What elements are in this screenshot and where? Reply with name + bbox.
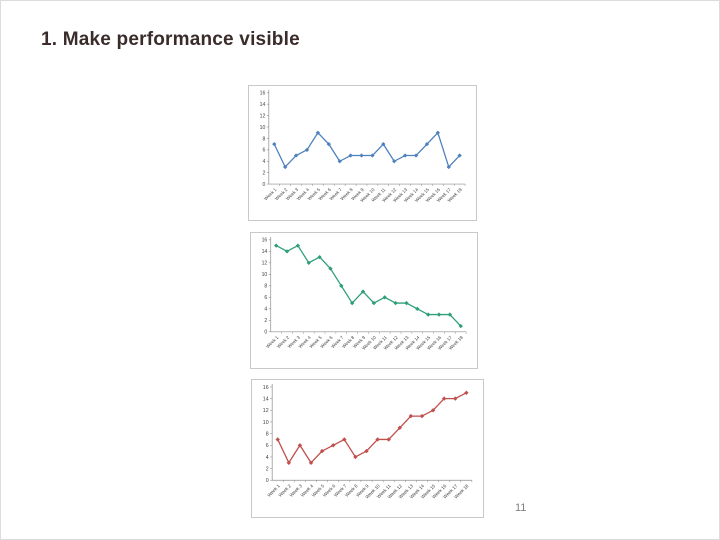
svg-text:6: 6	[262, 148, 265, 154]
svg-text:12: 12	[260, 114, 266, 120]
svg-text:8: 8	[264, 284, 267, 290]
svg-text:16: 16	[263, 385, 269, 391]
svg-text:8: 8	[266, 432, 269, 438]
svg-text:14: 14	[262, 249, 268, 255]
svg-text:4: 4	[266, 455, 269, 461]
svg-text:8: 8	[262, 136, 265, 142]
svg-text:10: 10	[262, 272, 268, 278]
svg-text:6: 6	[266, 443, 269, 449]
svg-text:0: 0	[266, 478, 269, 484]
svg-text:16: 16	[262, 238, 268, 244]
chart-panel-weekly-performance-rising: 0 2 4 6 8 10 12 14 16 Week 1 Week 2 Week 3 Week 4 Wee…	[251, 379, 484, 518]
svg-text:6: 6	[264, 295, 267, 301]
chart-panel-weekly-performance-variable: 0 2 4 6 8 10 12 14 16 Week 1 Week 2 Week 3 Week 4 Wee…	[248, 85, 477, 221]
svg-text:2: 2	[262, 171, 265, 177]
slide-title: 1. Make performance visible	[41, 29, 300, 50]
chart-panel-weekly-performance-declining: 0 2 4 6 8 10 12 14 16 Week 1 Week 2 Week 3 Week 4 Wee…	[250, 232, 478, 369]
svg-text:16: 16	[260, 91, 266, 97]
svg-text:4: 4	[262, 159, 265, 165]
svg-text:14: 14	[263, 397, 269, 403]
svg-text:2: 2	[264, 318, 267, 324]
svg-text:0: 0	[262, 182, 265, 188]
svg-text:12: 12	[262, 261, 268, 267]
svg-text:12: 12	[263, 408, 269, 414]
svg-text:10: 10	[263, 420, 269, 426]
svg-text:14: 14	[260, 102, 266, 108]
svg-text:0: 0	[264, 330, 267, 336]
svg-text:4: 4	[264, 307, 267, 313]
svg-text:10: 10	[260, 125, 266, 131]
svg-text:2: 2	[266, 467, 269, 473]
page-number: 11	[515, 502, 527, 514]
